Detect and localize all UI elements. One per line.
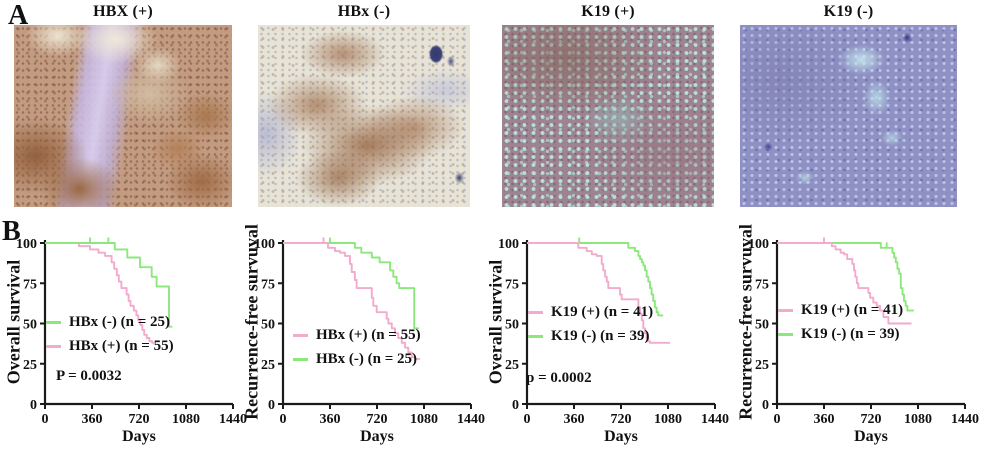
km-chart-canvas: 0 25 50 75 100 0 360 720 1080 1440 — [748, 237, 979, 427]
ihc-title-k19-positive: K19 (+) — [581, 3, 635, 20]
svg-text:25: 25 — [23, 358, 37, 373]
svg-text:25: 25 — [261, 358, 275, 373]
panel-a-label: A — [8, 0, 29, 31]
km-plot-overall-survival-hbx: Overall survival 0 25 50 75 100 0 360 720 1080 14… — [0, 222, 252, 456]
legend-label: HBx (+) (n = 55) — [316, 326, 421, 343]
ihc-title-hbx-positive: HBX (+) — [93, 3, 153, 20]
svg-text:1440: 1440 — [951, 412, 979, 427]
svg-text:720: 720 — [367, 412, 388, 427]
ihc-title-k19-negative: K19 (-) — [823, 3, 874, 20]
svg-text:0: 0 — [30, 398, 37, 413]
svg-text:50: 50 — [261, 318, 275, 333]
svg-text:100: 100 — [16, 237, 37, 252]
legend-entry: K19 (-) (n = 39) — [528, 328, 653, 344]
legend-label: K19 (-) (n = 39) — [551, 327, 650, 344]
svg-text:0: 0 — [512, 398, 519, 413]
legend-label: HBx (-) (n = 25) — [316, 350, 418, 367]
legend-label: HBx (-) (n = 25) — [69, 313, 171, 330]
legend-label: K19 (-) (n = 39) — [801, 325, 900, 342]
legend-line-swatch — [293, 357, 308, 361]
x-axis-label: Days — [360, 428, 394, 445]
km-chart-canvas: 0 25 50 75 100 0 360 720 1080 1440 — [16, 237, 247, 427]
svg-text:50: 50 — [755, 318, 769, 333]
legend-line-swatch — [293, 333, 308, 337]
legend-line-swatch — [46, 344, 61, 348]
legend-entry: HBx (-) (n = 25) — [46, 314, 174, 330]
ihc-image-hbx-positive — [14, 25, 232, 207]
legend-line-swatch — [528, 310, 543, 314]
svg-text:360: 360 — [320, 412, 341, 427]
svg-text:1440: 1440 — [457, 412, 485, 427]
svg-text:720: 720 — [861, 412, 882, 427]
svg-text:1080: 1080 — [904, 412, 932, 427]
km-chart-canvas: 0 25 50 75 100 0 360 720 1080 1440 — [498, 237, 729, 427]
legend-entry: K19 (-) (n = 39) — [778, 326, 903, 342]
svg-text:1080: 1080 — [410, 412, 438, 427]
km-chart-canvas: 0 25 50 75 100 0 360 720 1080 1440 — [254, 237, 485, 427]
p-value: p = 0.0002 — [526, 370, 592, 386]
p-value: P = 0.0032 — [56, 368, 122, 384]
svg-text:360: 360 — [564, 412, 585, 427]
svg-text:1440: 1440 — [701, 412, 729, 427]
km-plot-recurrence-free-hbx: Recurrence-free survuval 0 25 50 75 100 0 360 7… — [238, 222, 490, 456]
legend: HBx (+) (n = 55) HBx (-) (n = 25) — [293, 327, 421, 375]
ihc-title-hbx-negative: HBx (-) — [337, 3, 391, 20]
svg-text:0: 0 — [774, 412, 781, 427]
svg-text:100: 100 — [498, 237, 519, 252]
svg-text:75: 75 — [23, 277, 37, 292]
x-axis-label: Days — [604, 428, 638, 445]
km-plot-overall-survival-k19: Overall survival 0 25 50 75 100 0 360 720 1080 14… — [482, 222, 734, 456]
svg-text:25: 25 — [755, 358, 769, 373]
ihc-image-k19-positive — [502, 25, 714, 207]
svg-text:75: 75 — [755, 277, 769, 292]
x-axis-label: Days — [854, 428, 888, 445]
svg-text:75: 75 — [261, 277, 275, 292]
legend: K19 (+) (n = 41) K19 (-) (n = 39) — [778, 302, 903, 350]
legend-line-swatch — [778, 308, 793, 312]
x-axis-label: Days — [122, 428, 156, 445]
svg-text:360: 360 — [82, 412, 103, 427]
svg-text:1080: 1080 — [172, 412, 200, 427]
svg-text:0: 0 — [762, 398, 769, 413]
svg-text:50: 50 — [505, 318, 519, 333]
svg-text:100: 100 — [254, 237, 275, 252]
svg-text:0: 0 — [42, 412, 49, 427]
legend-label: K19 (+) (n = 41) — [551, 303, 654, 320]
svg-text:25: 25 — [505, 358, 519, 373]
legend-entry: HBx (-) (n = 25) — [293, 351, 421, 367]
svg-text:360: 360 — [814, 412, 835, 427]
svg-text:50: 50 — [23, 318, 37, 333]
km-plot-recurrence-free-k19: Recurrence-free survuval 0 25 50 75 100 0 360 7… — [732, 222, 984, 456]
ihc-image-k19-negative — [740, 25, 957, 207]
legend-entry: K19 (+) (n = 41) — [528, 304, 653, 320]
svg-text:100: 100 — [748, 237, 769, 252]
legend: HBx (-) (n = 25) HBx (+) (n = 55) — [46, 314, 174, 362]
svg-text:1080: 1080 — [654, 412, 682, 427]
svg-text:0: 0 — [268, 398, 275, 413]
svg-text:75: 75 — [505, 277, 519, 292]
legend-line-swatch — [778, 332, 793, 336]
svg-text:720: 720 — [129, 412, 150, 427]
legend-line-swatch — [46, 320, 61, 324]
ihc-image-hbx-negative — [258, 25, 470, 207]
svg-text:0: 0 — [524, 412, 531, 427]
legend-entry: K19 (+) (n = 41) — [778, 302, 903, 318]
legend-label: K19 (+) (n = 41) — [801, 301, 904, 318]
panel-b-label: B — [2, 216, 21, 247]
legend-entry: HBx (+) (n = 55) — [293, 327, 421, 343]
svg-text:0: 0 — [280, 412, 287, 427]
legend-entry: HBx (+) (n = 55) — [46, 338, 174, 354]
svg-text:1440: 1440 — [219, 412, 247, 427]
legend-line-swatch — [528, 334, 543, 338]
svg-text:720: 720 — [611, 412, 632, 427]
legend: K19 (+) (n = 41) K19 (-) (n = 39) — [528, 304, 653, 352]
legend-label: HBx (+) (n = 55) — [69, 337, 174, 354]
